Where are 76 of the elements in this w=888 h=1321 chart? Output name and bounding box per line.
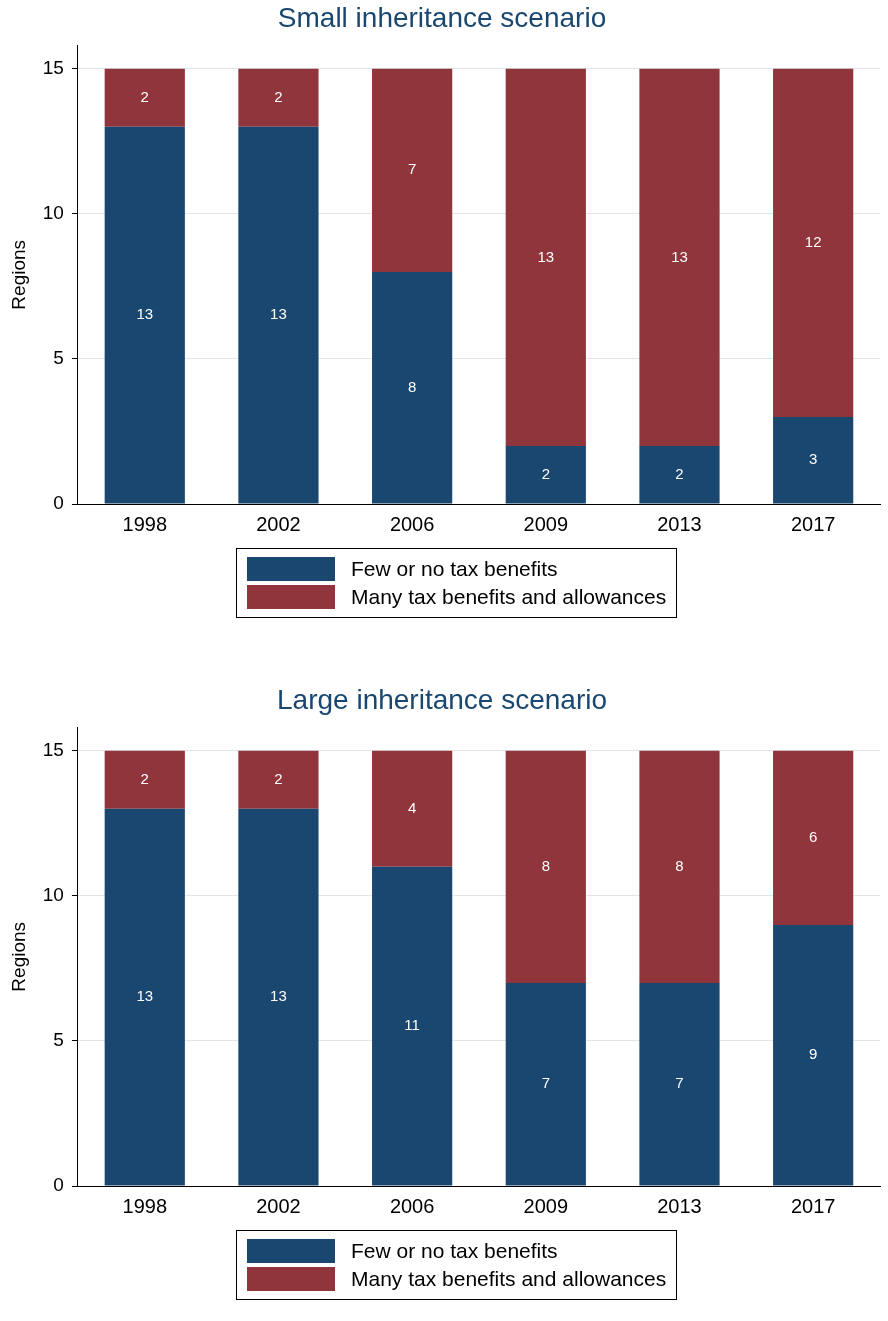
data-label: 7	[675, 1074, 684, 1092]
data-label: 8	[407, 377, 417, 395]
y-tick-label: 10	[42, 884, 64, 906]
data-label: 6	[808, 827, 818, 845]
bar	[104, 808, 185, 1186]
bar	[505, 445, 586, 504]
bar	[505, 982, 586, 1186]
data-label: 8	[541, 857, 550, 874]
bar	[639, 982, 720, 1186]
bar	[773, 750, 854, 925]
data-label: 9	[808, 1045, 818, 1063]
bar	[238, 750, 319, 809]
x-tick-label: 2013	[657, 512, 702, 535]
y-tick-label: 5	[53, 347, 64, 369]
legend-label: Few or no tax benefits	[351, 557, 558, 581]
data-label: 12	[804, 233, 822, 251]
data-label: 11	[404, 1016, 420, 1034]
data-label: 2	[140, 87, 149, 105]
bar	[104, 126, 185, 504]
y-axis-title: Regions	[7, 239, 29, 310]
data-label: 7	[407, 160, 417, 178]
data-label: 3	[808, 450, 818, 468]
data-label: 13	[270, 305, 287, 323]
bar	[372, 271, 453, 504]
data-label: 4	[407, 798, 417, 816]
y-tick-label: 0	[53, 492, 64, 514]
bar	[238, 126, 319, 504]
bar	[238, 68, 319, 127]
data-label: 7	[541, 1074, 550, 1092]
x-tick-label: 2013	[657, 1194, 702, 1217]
bar	[639, 750, 720, 983]
x-tick-label: 2017	[790, 1194, 836, 1217]
data-label: 2	[274, 769, 283, 787]
bar	[639, 445, 720, 504]
bar	[372, 68, 453, 272]
bar	[773, 924, 854, 1186]
x-tick-label: 2017	[790, 512, 836, 535]
y-axis-title: Regions	[7, 921, 29, 992]
legend-label: Few or no tax benefits	[351, 1239, 558, 1263]
x-tick-label: 2002	[256, 512, 301, 535]
y-tick-label: 0	[53, 1174, 64, 1196]
chart-title: Large inheritance scenario	[277, 683, 607, 715]
x-tick-label: 2009	[523, 1194, 569, 1217]
data-label: 13	[136, 987, 154, 1005]
data-label: 13	[537, 247, 555, 265]
data-label: 2	[140, 769, 149, 787]
data-label: 13	[136, 305, 154, 323]
x-tick-label: 2002	[256, 1194, 301, 1217]
legend-label: Many tax benefits and allowances	[351, 1267, 667, 1291]
x-tick-label: 2009	[523, 512, 569, 535]
data-label: 8	[675, 857, 684, 874]
data-label: 13	[671, 247, 688, 265]
legend-label: Many tax benefits and allowances	[351, 585, 667, 609]
y-tick-label: 10	[42, 202, 64, 224]
data-label: 2	[541, 464, 550, 482]
x-tick-label: 2006	[389, 1194, 435, 1217]
bar	[505, 750, 586, 983]
bar	[238, 808, 319, 1186]
bar	[372, 866, 453, 1186]
bar	[639, 68, 720, 446]
x-tick-label: 1998	[122, 1194, 168, 1217]
data-label: 2	[274, 87, 283, 105]
y-tick-label: 15	[42, 57, 64, 79]
chart-title: Small inheritance scenario	[277, 1, 607, 33]
bar	[104, 750, 185, 809]
y-tick-label: 5	[53, 1029, 64, 1051]
y-tick-label: 15	[42, 739, 64, 761]
data-label: 2	[675, 464, 684, 482]
bar	[104, 68, 185, 127]
bar	[505, 68, 586, 446]
bar	[773, 416, 854, 504]
x-tick-label: 2006	[389, 512, 435, 535]
data-label: 13	[270, 987, 287, 1005]
bar	[773, 68, 854, 417]
x-tick-label: 1998	[122, 512, 168, 535]
bar	[372, 750, 453, 867]
